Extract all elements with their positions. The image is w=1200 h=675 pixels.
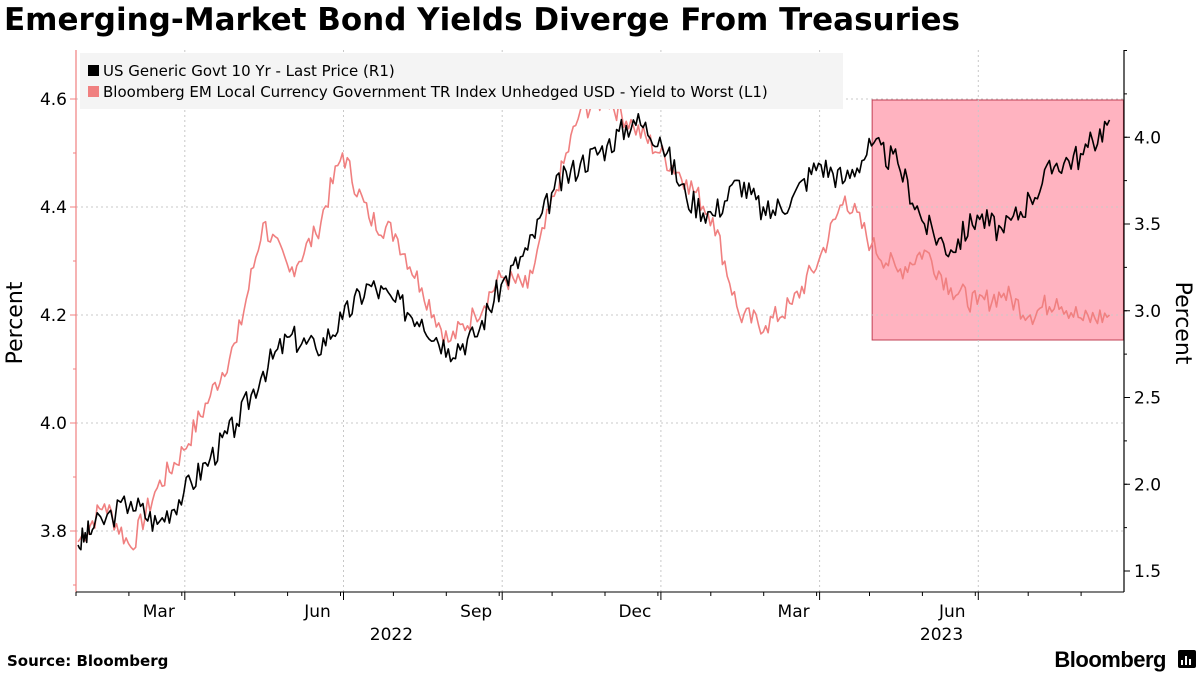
left-tick-label: 3.8	[40, 522, 67, 542]
legend-swatch-em	[88, 86, 99, 97]
legend-label-treasury: US Generic Govt 10 Yr - Last Price (R1)	[103, 62, 395, 80]
left-tick-label: 4.2	[40, 306, 67, 326]
right-tick-label: 2.5	[1134, 389, 1161, 409]
right-axis-title: Percent	[1170, 282, 1195, 365]
bloomberg-logo: Bloomberg	[1054, 647, 1166, 672]
bloomberg-chart-icon	[1178, 650, 1196, 668]
chart-title: Emerging-Market Bond Yields Diverge From…	[4, 2, 960, 38]
x-tick-label: Sep	[460, 602, 492, 622]
left-tick-label: 4.4	[40, 198, 67, 218]
x-tick-label: Jun	[938, 602, 966, 622]
left-tick-label: 4.6	[40, 90, 67, 110]
legend-swatch-treasury	[88, 65, 99, 76]
x-year-label: 2023	[920, 625, 963, 645]
legend: US Generic Govt 10 Yr - Last Price (R1) …	[80, 53, 843, 109]
grid	[76, 50, 1124, 592]
axes: 3.8 4.0 4.2 4.4 4.6 1.5 2.0 2.5 3.0 3.5 4.0 Mar Jun S…	[40, 50, 1161, 645]
x-year-label: 2022	[370, 625, 413, 645]
right-tick-label: 4.0	[1134, 128, 1161, 148]
x-tick-label: Mar	[778, 602, 810, 622]
left-tick-label: 4.0	[40, 414, 67, 434]
right-tick-label: 3.0	[1134, 302, 1161, 322]
source-note: Source: Bloomberg	[7, 652, 169, 670]
right-tick-label: 2.0	[1134, 475, 1161, 495]
left-axis-title: Percent	[3, 281, 28, 364]
right-tick-label: 1.5	[1134, 562, 1161, 582]
right-tick-label: 3.5	[1134, 215, 1161, 235]
x-tick-label: Jun	[303, 602, 331, 622]
x-tick-label: Dec	[618, 602, 651, 622]
x-tick-label: Mar	[143, 602, 175, 622]
legend-label-em: Bloomberg EM Local Currency Government T…	[103, 83, 768, 101]
series-treasury-line	[77, 113, 1111, 551]
legend-box	[80, 53, 843, 109]
